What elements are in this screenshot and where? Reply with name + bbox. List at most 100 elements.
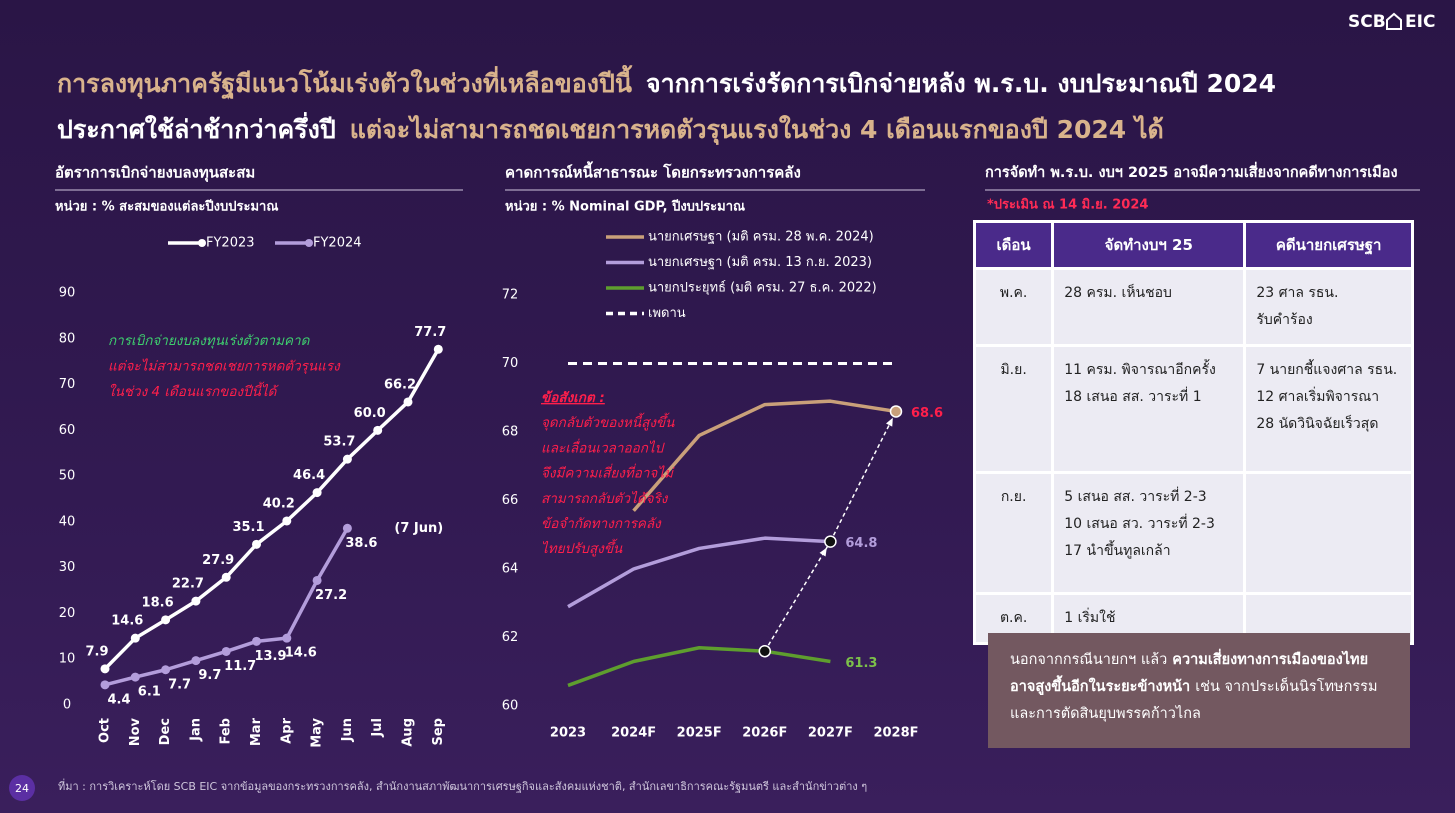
legend-label: นายกเศรษฐา (มติ ครม. 13 ก.ย. 2023)	[648, 255, 872, 270]
x-tick-label: 2027F	[808, 726, 853, 741]
legend-label: นายกประยุทธ์ (มติ ครม. 27 ธ.ค. 2022)	[648, 280, 877, 296]
annotation: จึงมีความเสี่ยงที่อาจไม่	[541, 464, 675, 482]
legend-label: FY2023	[206, 236, 255, 251]
table-cell: ก.ย.	[972, 471, 1055, 595]
y-tick-label: 10	[59, 652, 76, 667]
cell-line: 23 ศาล รธน.	[1256, 285, 1339, 301]
callout-text: เช่น จากประเด็นนิรโทษกรรมและการตัดสินยุบ…	[1010, 679, 1378, 722]
data-label: 64.8	[845, 536, 877, 551]
point	[373, 425, 383, 435]
data-label: 4.4	[107, 692, 130, 707]
trend-arrow	[764, 541, 832, 652]
cell-line: 18 เสนอ สส. วาระที่ 1	[1064, 389, 1202, 405]
data-label: 53.7	[323, 435, 355, 450]
panel-note: *ประเมิน ณ 14 มิ.ย. 2024	[987, 198, 1148, 213]
annotation: และเลื่อนเวลาออกไป	[541, 438, 666, 456]
cell-line: 7 นายกชี้แจงศาล รธน.	[1256, 362, 1398, 378]
data-label: 68.6	[911, 406, 943, 421]
point	[221, 572, 231, 582]
table-row: ก.ย. 5 เสนอ สส. วาระที่ 2-3 10 เสนอ สว. วา…	[972, 471, 1414, 595]
point	[130, 633, 140, 643]
y-tick-label: 40	[59, 514, 76, 529]
annotation: ในช่วง 4 เดือนแรกของปีนี้ได้	[108, 381, 279, 400]
point-note: (7 Jun)	[394, 521, 443, 536]
table-cell: 5 เสนอ สส. วาระที่ 2-3 10 เสนอ สว. วาระที…	[1051, 471, 1247, 595]
point	[403, 397, 413, 407]
table-row: มิ.ย. 11 ครม. พิจารณาอีกครั้ง 18 เสนอ สส. …	[972, 344, 1414, 474]
x-tick-label: Jun	[340, 718, 355, 742]
x-tick-label: Apr	[279, 717, 294, 743]
y-tick-label: 70	[502, 356, 519, 371]
chart-title: คาดการณ์หนี้สาธารณะ โดยกระทรวงการคลัง	[505, 161, 801, 182]
table-cell: 23 ศาล รธน. รับคำร้อง	[1243, 267, 1414, 347]
data-label: 40.2	[263, 496, 295, 511]
point	[282, 516, 292, 526]
title-part: แต่จะไม่สามารถชดเชยการหดตัวรุนแรงในช่วง …	[349, 115, 1164, 144]
y-tick-label: 80	[59, 331, 76, 346]
data-label: 77.7	[414, 325, 446, 340]
x-tick-label: Nov	[128, 717, 143, 746]
title-line: การลงทุนภาครัฐมีแนวโน้มเร่งตัวในช่วงที่เ…	[57, 64, 1290, 104]
point	[252, 636, 261, 646]
point	[221, 646, 231, 656]
callout: นอกจากกรณีนายกฯ แล้ว ความเสี่ยงทางการเมือ…	[988, 633, 1410, 748]
cell-line: ต.ค.	[999, 610, 1028, 626]
x-tick-label: Jan	[188, 718, 203, 742]
point	[161, 615, 171, 625]
table-cell: 7 นายกชี้แจงศาล รธน. 12 ศาลเริ่มพิจารณา 28…	[1243, 344, 1414, 474]
title-line: ประกาศใช้ล่าช้ากว่าครึ่งปี แต่จะไม่สามารถ…	[57, 110, 1178, 150]
y-tick-label: 70	[59, 377, 76, 392]
annotation: สามารถกลับตัวได้จริง	[541, 490, 669, 507]
table-cell: ต.ค.	[972, 592, 1055, 645]
data-label: 14.6	[285, 646, 317, 661]
series-line	[567, 646, 831, 688]
logo-left: SCB	[1348, 12, 1386, 32]
y-tick-label: 90	[59, 286, 76, 301]
x-tick-label: May	[310, 717, 325, 747]
chart-title: อัตราการเบิกจ่ายงบลงทุนสะสม	[55, 164, 255, 183]
point	[282, 633, 292, 643]
data-label: 6.1	[138, 685, 161, 700]
y-tick-label: 60	[59, 423, 76, 438]
data-label: 27.2	[315, 588, 347, 603]
data-label: 7.9	[85, 644, 108, 659]
chart-subtitle: หน่วย : % Nominal GDP, ปีงบประมาณ	[505, 199, 745, 215]
y-tick-label: 30	[59, 560, 76, 575]
table-cell: 11 ครม. พิจารณาอีกครั้ง 18 เสนอ สส. วาระท…	[1051, 344, 1247, 474]
page-number: 24	[15, 782, 29, 795]
annotation: ข้อจำกัดทางการคลัง	[541, 516, 662, 532]
data-label: 27.9	[202, 553, 234, 568]
y-tick-label: 66	[502, 493, 519, 508]
annotation: จุดกลับตัวของหนี้สูงขึ้น	[541, 412, 675, 431]
x-tick-label: Jul	[370, 718, 385, 738]
highlight-point	[889, 405, 903, 418]
cell-line: 10 เสนอ สว. วาระที่ 2-3	[1064, 516, 1215, 532]
annotation: ไทยปรับสูงขึ้น	[541, 538, 623, 557]
data-label: 46.4	[293, 468, 325, 483]
cell-line: มิ.ย.	[1000, 362, 1027, 378]
data-label: 7.7	[168, 677, 191, 692]
data-label: 66.2	[384, 377, 416, 392]
title-part: ประกาศใช้ล่าช้ากว่าครึ่งปี	[57, 115, 336, 144]
series-line	[567, 536, 831, 609]
title-part: การลงทุนภาครัฐมีแนวโน้มเร่งตัวในช่วงที่เ…	[57, 69, 632, 98]
header-cell: จัดทำงบฯ 25	[1051, 220, 1247, 270]
cell-line: 11 ครม. พิจารณาอีกครั้ง	[1064, 362, 1216, 378]
page-badge	[9, 775, 35, 801]
point	[252, 539, 261, 549]
x-tick-label: Mar	[249, 717, 264, 746]
annotation: การเบิกจ่ายงบลงทุนเร่งตัวตามคาด	[108, 333, 311, 349]
highlight-point	[824, 535, 837, 548]
y-tick-label: 0	[63, 698, 71, 713]
y-tick-label: 60	[502, 699, 519, 714]
cell-line: 5 เสนอ สส. วาระที่ 2-3	[1064, 489, 1207, 505]
data-label: 18.6	[142, 595, 174, 610]
data-label: 11.7	[224, 659, 256, 674]
data-label: 61.3	[845, 656, 877, 671]
legend-marker	[198, 239, 206, 247]
data-label: 60.0	[354, 406, 386, 421]
annotation: แต่จะไม่สามารถชดเชยการหดตัวรุนแรง	[108, 358, 341, 375]
annotation: ข้อสังเกต :	[541, 390, 605, 406]
